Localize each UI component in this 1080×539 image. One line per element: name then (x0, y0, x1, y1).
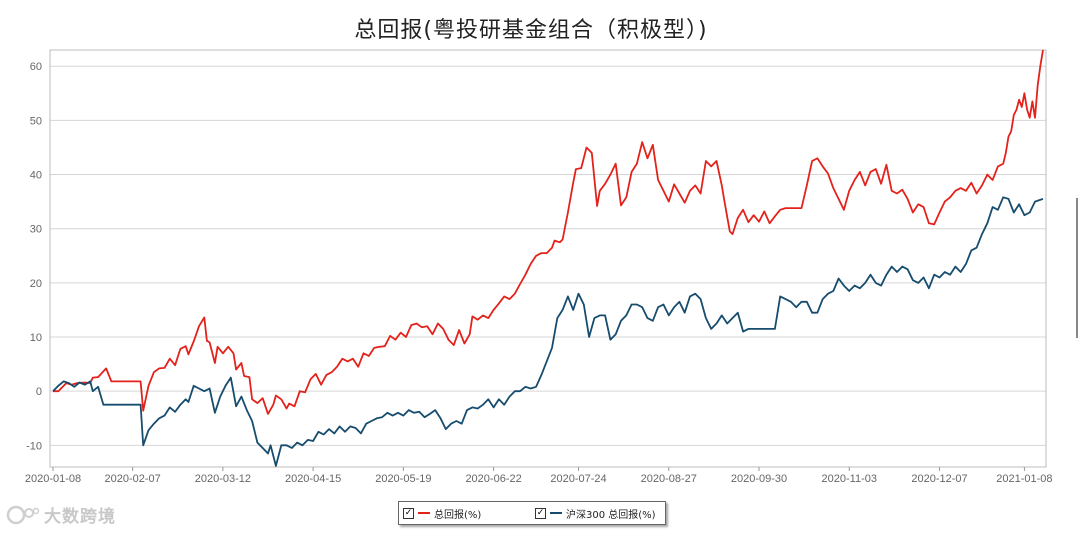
legend-item-fund[interactable]: ✓ 总回报(%) (403, 507, 482, 521)
window-edge-handle (1076, 198, 1078, 338)
watermark-text: 大数跨境 (44, 507, 116, 527)
checkbox-checked-icon[interactable]: ✓ (403, 507, 414, 519)
legend-label-fund: 总回报(%) (434, 509, 482, 521)
legend-item-index[interactable]: ✓ 沪深300 总回报(%) (535, 507, 656, 521)
y-tick-label: 30 (30, 224, 42, 236)
y-tick-label: 50 (30, 115, 42, 127)
legend-label-index: 沪深300 总回报(%) (566, 509, 656, 521)
y-tick-label: 0 (36, 386, 42, 398)
x-tick-label: 2020-02-07 (104, 473, 160, 485)
x-axis-ticks: 2020-01-08 2020-02-07 2020-03-12 2020-04-15… (25, 467, 1053, 485)
x-tick-label: 2020-04-15 (285, 473, 341, 485)
legend-swatch-index (550, 512, 562, 514)
watermark-logo-icon (6, 505, 40, 524)
x-tick-label: 2020-08-27 (641, 473, 697, 485)
x-tick-label: 2020-06-22 (465, 473, 521, 485)
watermark: 大数跨境 (6, 502, 116, 527)
x-tick-label: 2020-01-08 (25, 473, 81, 485)
y-tick-label: -10 (26, 440, 42, 452)
y-tick-label: 10 (30, 332, 42, 344)
legend: ✓ 总回报(%) ✓ 沪深300 总回报(%) (398, 501, 666, 525)
series-line-fund-total-return (53, 49, 1044, 415)
gridlines (50, 65, 1046, 446)
x-tick-label: 2020-03-12 (195, 473, 251, 485)
y-tick-label: 20 (30, 278, 42, 290)
series-lines (52, 49, 1044, 467)
legend-swatch-fund (418, 512, 430, 514)
x-tick-label: 2020-07-24 (550, 473, 606, 485)
chart-title: 总回报(粤投研基金组合（积极型）) (354, 18, 708, 43)
plot-area-frame (49, 49, 1047, 468)
x-tick-label: 2021-01-08 (996, 473, 1052, 485)
x-tick-label: 2020-09-30 (731, 473, 787, 485)
y-tick-label: 40 (30, 170, 42, 182)
checkbox-checked-icon[interactable]: ✓ (535, 507, 546, 519)
x-tick-label: 2020-12-07 (911, 473, 967, 485)
x-tick-label: 2020-05-19 (375, 473, 431, 485)
y-tick-label: 60 (30, 61, 42, 73)
x-tick-label: 2020-11-03 (822, 473, 877, 485)
y-axis-ticks: -10 0 10 20 30 40 50 60 (26, 61, 42, 452)
series-line-csi300-total-return (52, 196, 1044, 467)
